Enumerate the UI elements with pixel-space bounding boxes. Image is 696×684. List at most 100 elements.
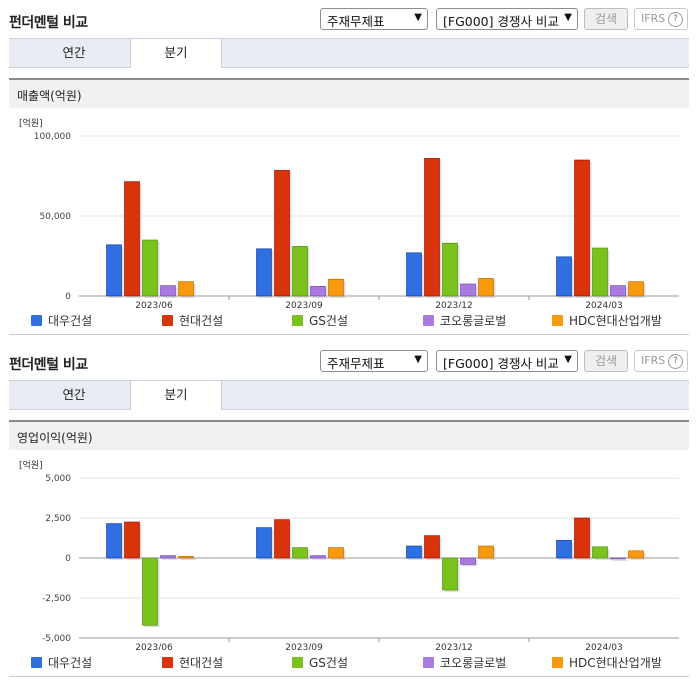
metric-title: 매출액(억원) — [17, 89, 82, 103]
search-button[interactable]: 검색 — [584, 350, 628, 372]
legend-label: 대우건설 — [48, 656, 93, 670]
tab-quarterly[interactable]: 분기 — [130, 381, 222, 410]
bar — [292, 246, 308, 297]
bar-shadow — [612, 560, 628, 561]
metric-header: 매출액(억원) — [9, 78, 689, 108]
bar — [610, 285, 626, 297]
legend-item[interactable]: GS건설 — [292, 312, 348, 329]
operating-profit-chart: [억원] -5,000 -2,500 0 2,500 5,000 2023/06 2023/0… — [19, 459, 679, 650]
bar — [628, 281, 644, 297]
tab-quarterly[interactable]: 분기 — [130, 39, 222, 68]
bar — [460, 557, 476, 565]
bar — [628, 550, 644, 559]
bar — [310, 555, 326, 559]
period-tabs: 연간 분기 — [9, 380, 689, 410]
legend-item[interactable]: 코오롱글로벌 — [423, 312, 506, 329]
bar — [556, 540, 572, 559]
tab-annual[interactable]: 연간 — [62, 45, 86, 60]
legend-item[interactable]: 대우건설 — [31, 654, 92, 671]
y-tick-label: 2,500 — [45, 514, 71, 524]
ifrs-button[interactable]: IFRS ? — [634, 350, 688, 372]
help-icon: ? — [668, 354, 683, 369]
y-tick-label: 0 — [65, 554, 71, 564]
bar — [478, 545, 494, 559]
ifrs-label: IFRS — [641, 354, 666, 367]
bar — [142, 239, 158, 297]
bar — [556, 256, 572, 297]
chevron-down-icon: ▼ — [564, 354, 572, 365]
legend-item[interactable]: 현대건설 — [162, 654, 223, 671]
bar — [478, 278, 494, 297]
metric-header: 영업이익(억원) — [9, 420, 689, 450]
peer-group-select-value: [FG000] 경쟁사 비교 — [443, 14, 559, 29]
legend-item[interactable]: GS건설 — [292, 654, 348, 671]
legend-label: GS건설 — [309, 314, 348, 328]
bar-shadow — [180, 558, 196, 560]
x-tick-label: 2023/09 — [285, 301, 323, 308]
x-tick-label: 2023/06 — [135, 643, 173, 650]
unit-label: [억원] — [19, 459, 43, 471]
peer-group-select[interactable]: [FG000] 경쟁사 비교 ▼ — [436, 8, 578, 30]
bar — [142, 557, 158, 626]
revenue-section: 펀더멘털 비교 주재무제표 ▼ [FG000] 경쟁사 비교 ▼ 검색 IFRS… — [0, 0, 696, 335]
legend-item[interactable]: HDC현대산업개발 — [552, 312, 662, 329]
y-tick-label: -5,000 — [42, 634, 71, 644]
statement-select-value: 주재무제표 — [327, 14, 385, 29]
peer-group-select[interactable]: [FG000] 경쟁사 비교 ▼ — [436, 350, 578, 372]
x-tick-label: 2023/09 — [285, 643, 323, 650]
legend-swatch — [552, 315, 563, 326]
legend-item[interactable]: HDC현대산업개발 — [552, 654, 662, 671]
legend-item[interactable]: 현대건설 — [162, 312, 223, 329]
bar — [160, 555, 176, 559]
legend-item[interactable]: 대우건설 — [31, 312, 92, 329]
bar-shadow — [312, 557, 328, 560]
period-tabs: 연간 분기 — [9, 38, 689, 68]
legend-label: GS건설 — [309, 656, 348, 670]
ifrs-button[interactable]: IFRS ? — [634, 8, 688, 30]
panel-header: 펀더멘털 비교 주재무제표 ▼ [FG000] 경쟁사 비교 ▼ 검색 IFRS… — [0, 0, 696, 38]
legend-swatch — [423, 657, 434, 668]
x-tick-label: 2024/03 — [585, 301, 622, 308]
chevron-down-icon: ▼ — [414, 12, 422, 23]
bar — [592, 546, 608, 559]
statement-select[interactable]: 주재무제표 ▼ — [320, 8, 428, 30]
bar-shadow — [162, 557, 178, 560]
search-button[interactable]: 검색 — [584, 8, 628, 30]
tab-annual[interactable]: 연간 — [62, 387, 86, 402]
bar — [574, 159, 590, 297]
y-tick-label: 50,000 — [40, 212, 72, 222]
legend-item[interactable]: 코오롱글로벌 — [423, 654, 506, 671]
bar — [274, 170, 290, 297]
statement-select[interactable]: 주재무제표 ▼ — [320, 350, 428, 372]
x-tick-label: 2023/12 — [435, 301, 472, 308]
bar — [328, 278, 344, 297]
legend-label: 대우건설 — [48, 314, 93, 328]
chevron-down-icon: ▼ — [564, 12, 572, 23]
bar — [124, 181, 140, 297]
chart-legend: 대우건설 현대건설 GS건설 코오롱글로벌 HDC현대산업개발 — [9, 310, 689, 332]
legend-label: 현대건설 — [179, 314, 224, 328]
bar — [124, 521, 140, 559]
bar — [160, 285, 176, 297]
legend-label: 현대건설 — [179, 656, 224, 670]
bar — [328, 547, 344, 559]
bar — [310, 286, 326, 297]
bar — [424, 158, 440, 297]
bar — [406, 545, 422, 559]
revenue-chart: [억원] 0 50,000 100,000 2023/06 2023/09 2023/12 2… — [19, 117, 679, 308]
y-tick-label: -2,500 — [42, 594, 71, 604]
legend-swatch — [162, 657, 173, 668]
operating-profit-section: 펀더멘털 비교 주재무제표 ▼ [FG000] 경쟁사 비교 ▼ 검색 IFRS… — [0, 342, 696, 684]
peer-group-select-value: [FG000] 경쟁사 비교 — [443, 356, 559, 371]
bar — [610, 557, 626, 560]
legend-swatch — [423, 315, 434, 326]
bar — [592, 247, 608, 297]
legend-swatch — [162, 315, 173, 326]
panel-header: 펀더멘털 비교 주재무제표 ▼ [FG000] 경쟁사 비교 ▼ 검색 IFRS… — [0, 342, 696, 380]
legend-label: HDC현대산업개발 — [569, 314, 662, 328]
statement-select-value: 주재무제표 — [327, 356, 385, 371]
legend-label: 코오롱글로벌 — [440, 314, 507, 328]
divider — [9, 676, 689, 677]
bar — [178, 281, 194, 297]
legend-label: HDC현대산업개발 — [569, 656, 662, 670]
